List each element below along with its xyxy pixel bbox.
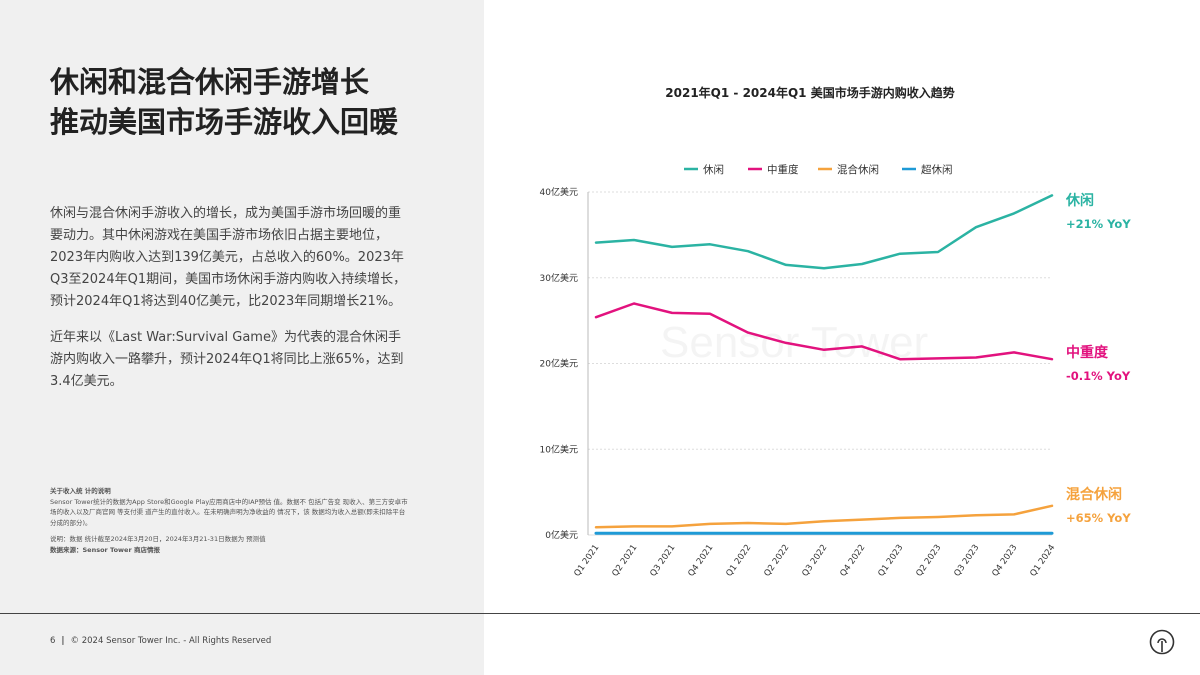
x-tick-label: Q2 2023 — [914, 543, 943, 579]
x-tick-label: Q3 2023 — [952, 543, 981, 579]
x-tick-label: Q3 2022 — [800, 543, 829, 579]
body-text: 休闲与混合休闲手游收入的增长，成为美国手游市场回暖的重要动力。其中休闲游戏在美国… — [50, 203, 410, 407]
x-tick-label: Q1 2024 — [1028, 543, 1057, 579]
slide-title-line-1: 休闲和混合休闲手游增长 — [50, 65, 370, 99]
x-tick-label: Q4 2021 — [686, 543, 715, 579]
series-annotation-label: 休闲 — [1065, 192, 1094, 209]
copyright: © 2024 Sensor Tower Inc. - All Rights Re… — [70, 636, 272, 646]
footer-separator: | — [61, 636, 65, 646]
series-annotation-yoy: +65% YoY — [1066, 511, 1131, 525]
line-chart: 0亿美元 10亿美元 20亿美元 30亿美元 40亿美元 Q1 2021 Q2 2021 Q3… — [540, 163, 1132, 579]
series-line-混合休闲 — [594, 504, 1054, 529]
x-tick-label: Q4 2022 — [838, 543, 867, 579]
footer: 6 | © 2024 Sensor Tower Inc. - All Rights … — [50, 636, 271, 646]
x-tick-label: Q1 2022 — [724, 543, 753, 579]
notes-explain: 说明：数据 统计截至2024年3月20日，2024年3月21-31日数据为 预测… — [50, 535, 266, 543]
watermark: Sensor Tower — [660, 318, 928, 368]
legend-label: 中重度 — [767, 163, 799, 176]
slide-title: 休闲和混合休闲手游增长 推动美国市场手游收入回暖 — [50, 62, 470, 142]
series-line-休闲 — [594, 194, 1054, 270]
footer-divider — [0, 613, 1200, 614]
y-tick-label: 40亿美元 — [540, 186, 578, 198]
page-number: 6 — [50, 636, 56, 646]
sensor-tower-logo-icon — [1149, 629, 1175, 655]
y-tick-label: 10亿美元 — [540, 443, 578, 455]
legend-label: 超休闲 — [921, 163, 953, 176]
chart-title: 2021年Q1 - 2024年Q1 美国市场手游内购收入趋势 — [665, 86, 955, 100]
y-tick-label: 0亿美元 — [545, 529, 578, 541]
x-tick-label: Q3 2021 — [648, 543, 677, 579]
series-annotation-label: 混合休闲 — [1066, 486, 1122, 503]
x-tick-label: Q2 2022 — [762, 543, 791, 579]
y-tick-label: 30亿美元 — [540, 272, 578, 284]
body-paragraph-1: 休闲与混合休闲手游收入的增长，成为美国手游市场回暖的重要动力。其中休闲游戏在美国… — [50, 206, 407, 309]
x-tick-label: Q1 2021 — [572, 543, 601, 579]
x-tick-label: Q2 2021 — [610, 543, 639, 579]
notes-source: 数据来源：Sensor Tower 商店情报 — [50, 545, 160, 554]
body-paragraph-2: 近年来以《Last War:Survival Game》为代表的混合休闲手游内购… — [50, 330, 404, 389]
series-annotation-yoy: -0.1% YoY — [1066, 369, 1131, 383]
left-panel — [0, 0, 484, 675]
series-annotation-label: 中重度 — [1066, 344, 1109, 361]
x-tick-label: Q4 2023 — [990, 543, 1019, 579]
legend-label: 休闲 — [703, 163, 724, 176]
notes-heading: 关于收入统 计的说明 — [50, 487, 111, 495]
legend-label: 混合休闲 — [837, 163, 879, 176]
notes: 关于收入统 计的说明 Sensor Tower统计的数据为App Store和G… — [50, 486, 410, 555]
series-annotation-yoy: +21% YoY — [1066, 217, 1131, 231]
slide-title-line-2: 推动美国市场手游收入回暖 — [50, 105, 399, 139]
notes-body: Sensor Tower统计的数据为App Store和Google Play应… — [50, 497, 408, 527]
y-tick-label: 20亿美元 — [540, 358, 578, 370]
series-line-中重度 — [594, 302, 1054, 361]
x-tick-label: Q1 2023 — [876, 543, 905, 579]
